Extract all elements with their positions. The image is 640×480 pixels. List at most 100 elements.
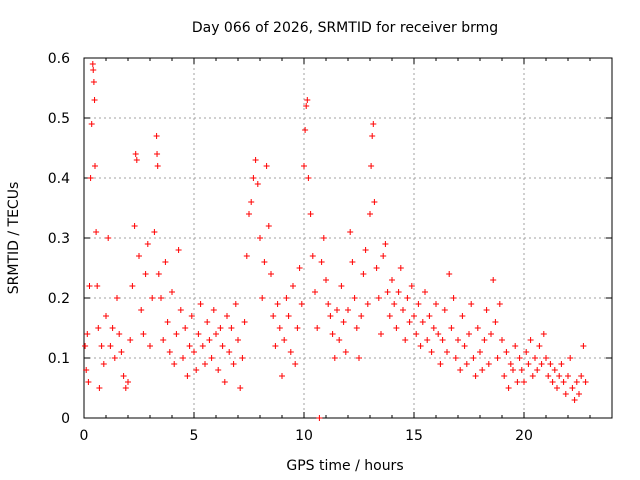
y-tick-label: 0.3	[48, 231, 70, 247]
data-point	[259, 295, 266, 301]
data-point	[292, 361, 299, 367]
data-point	[136, 253, 142, 259]
data-point	[114, 295, 120, 301]
data-point	[294, 325, 301, 331]
data-point	[554, 385, 560, 391]
data-point	[356, 355, 362, 361]
data-point	[521, 379, 527, 385]
data-point	[243, 253, 250, 259]
data-point	[230, 361, 237, 367]
data-point	[543, 355, 549, 361]
data-point	[525, 361, 532, 367]
data-point	[463, 361, 470, 367]
data-point	[305, 175, 312, 181]
data-point	[558, 361, 565, 367]
data-point	[89, 61, 96, 67]
data-point	[204, 319, 211, 325]
data-point	[160, 337, 167, 343]
data-point	[331, 355, 338, 361]
data-point	[382, 241, 389, 247]
data-point	[582, 379, 589, 385]
data-point	[426, 313, 433, 319]
data-point	[235, 337, 241, 343]
data-point	[578, 373, 585, 379]
data-point	[82, 343, 89, 349]
data-point	[389, 277, 395, 283]
data-point	[177, 307, 184, 313]
data-point	[320, 235, 327, 241]
data-point	[180, 355, 186, 361]
data-point	[395, 289, 402, 295]
data-point	[86, 283, 93, 289]
data-point	[182, 325, 189, 331]
data-point	[485, 361, 492, 367]
data-point	[279, 373, 285, 379]
data-point	[261, 259, 268, 265]
data-point	[93, 229, 100, 235]
data-point	[450, 295, 457, 301]
data-point	[441, 307, 448, 313]
data-point	[164, 319, 171, 325]
data-point	[122, 385, 129, 391]
data-point	[446, 271, 453, 277]
data-point	[132, 151, 139, 157]
data-point	[87, 175, 94, 181]
data-point	[510, 367, 516, 373]
data-point	[435, 331, 442, 337]
data-point	[499, 337, 505, 343]
data-point	[226, 349, 233, 355]
data-point	[155, 271, 162, 277]
data-point	[265, 223, 272, 229]
data-point	[534, 367, 541, 373]
data-point	[173, 331, 180, 337]
data-point	[386, 313, 393, 319]
data-point	[303, 103, 310, 109]
data-point	[417, 343, 424, 349]
data-point	[221, 379, 228, 385]
data-point	[474, 325, 481, 331]
data-point	[347, 229, 354, 235]
data-point	[437, 361, 444, 367]
data-point	[213, 331, 219, 337]
data-point	[91, 97, 98, 103]
y-tick-label: 0.2	[48, 291, 70, 307]
data-point	[452, 355, 459, 361]
data-point	[380, 253, 387, 259]
data-point	[351, 295, 358, 301]
data-point	[142, 271, 149, 277]
y-tick-label: 0.4	[48, 171, 70, 187]
data-point	[514, 379, 521, 385]
data-point	[532, 355, 538, 361]
data-point	[569, 385, 576, 391]
data-point	[285, 313, 292, 319]
data-point	[193, 367, 200, 373]
data-point	[507, 361, 514, 367]
data-point	[540, 331, 547, 337]
data-point	[369, 133, 376, 139]
data-point	[419, 319, 426, 325]
data-point	[466, 331, 472, 337]
data-point	[252, 157, 259, 163]
axis-ticks: 0 5 10 15 20 0 0.1 0.2 0.3 0.4 0.5 0.6	[48, 51, 612, 444]
data-point	[268, 271, 274, 277]
data-point	[105, 235, 112, 241]
data-point	[100, 361, 107, 367]
data-point	[296, 265, 303, 271]
data-point	[257, 235, 263, 241]
data-point	[483, 307, 490, 313]
chart-title: Day 066 of 2026, SRMTID for receiver brm…	[192, 20, 498, 36]
plot-area-frame	[83, 57, 613, 419]
data-point	[536, 343, 543, 349]
data-point	[224, 313, 230, 319]
data-points	[82, 61, 589, 421]
data-point	[505, 385, 512, 391]
data-point	[345, 307, 351, 313]
data-point	[248, 199, 255, 205]
data-point	[538, 361, 545, 367]
data-point	[215, 367, 222, 373]
data-point	[479, 367, 486, 373]
data-point	[184, 373, 191, 379]
data-point	[477, 349, 483, 355]
data-point	[298, 301, 305, 307]
